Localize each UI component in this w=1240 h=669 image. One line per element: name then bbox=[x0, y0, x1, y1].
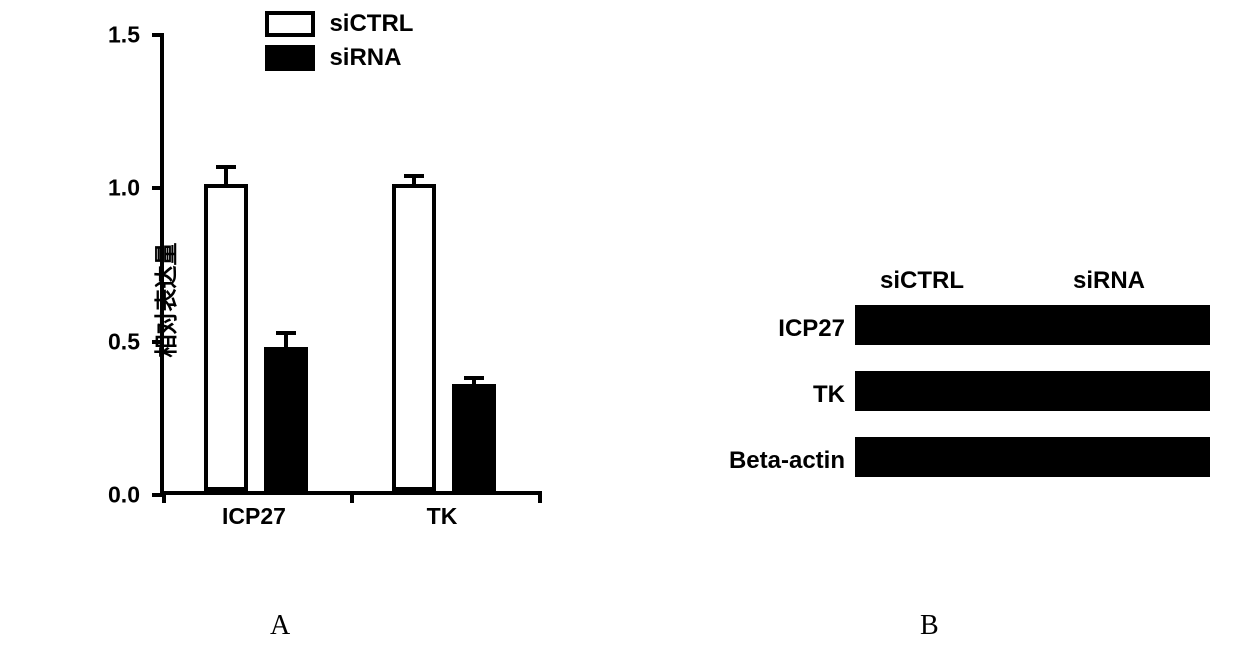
legend-label: siCTRL bbox=[329, 10, 413, 38]
bar-icp27-sictrl bbox=[204, 184, 248, 491]
western-blot: siCTRL siRNA ICP27 TK Beta-actin bbox=[685, 305, 1215, 503]
x-tick-label: TK bbox=[427, 503, 458, 530]
x-tick bbox=[350, 491, 354, 503]
y-tick-label: 1.0 bbox=[108, 175, 140, 202]
x-tick bbox=[538, 491, 542, 503]
error-bar bbox=[284, 333, 288, 347]
x-tick-label: ICP27 bbox=[222, 503, 286, 530]
error-cap bbox=[276, 331, 296, 335]
panel-b: siCTRL siRNA ICP27 TK Beta-actin B bbox=[620, 0, 1240, 669]
error-cap bbox=[464, 376, 484, 380]
blot-row-label: Beta-actin bbox=[729, 447, 845, 475]
legend-swatch-outline bbox=[265, 11, 315, 37]
panel-a: siCTRL siRNA 相对表达量 bbox=[0, 0, 620, 669]
blot-header-sictrl: siCTRL bbox=[880, 267, 964, 295]
plot-area bbox=[160, 35, 540, 495]
y-tick bbox=[152, 340, 164, 344]
y-tick bbox=[152, 33, 164, 37]
panel-a-label: A bbox=[270, 610, 290, 642]
panel-b-label: B bbox=[920, 610, 939, 642]
blot-row-label: TK bbox=[813, 381, 845, 409]
blot-row-icp27: ICP27 bbox=[685, 305, 1215, 353]
error-cap bbox=[404, 174, 424, 178]
blot-row-label: ICP27 bbox=[778, 315, 845, 343]
blot-row-tk: TK bbox=[685, 371, 1215, 419]
blot-band bbox=[855, 305, 1210, 345]
y-tick bbox=[152, 186, 164, 190]
y-tick-label: 1.5 bbox=[108, 22, 140, 49]
blot-header-sirna: siRNA bbox=[1073, 267, 1145, 295]
blot-band bbox=[855, 437, 1210, 477]
bar-tk-sirna bbox=[452, 384, 496, 491]
blot-band bbox=[855, 371, 1210, 411]
bar-icp27-sirna bbox=[264, 347, 308, 491]
legend-item-sictrl: siCTRL bbox=[265, 10, 413, 38]
blot-row-beta-actin: Beta-actin bbox=[685, 437, 1215, 485]
error-bar bbox=[224, 167, 228, 184]
y-tick-label: 0.5 bbox=[108, 328, 140, 355]
bar-chart: 相对表达量 bbox=[115, 35, 540, 525]
x-tick bbox=[162, 491, 166, 503]
y-tick-label: 0.0 bbox=[108, 482, 140, 509]
error-cap bbox=[216, 165, 236, 169]
bar-tk-sictrl bbox=[392, 184, 436, 491]
